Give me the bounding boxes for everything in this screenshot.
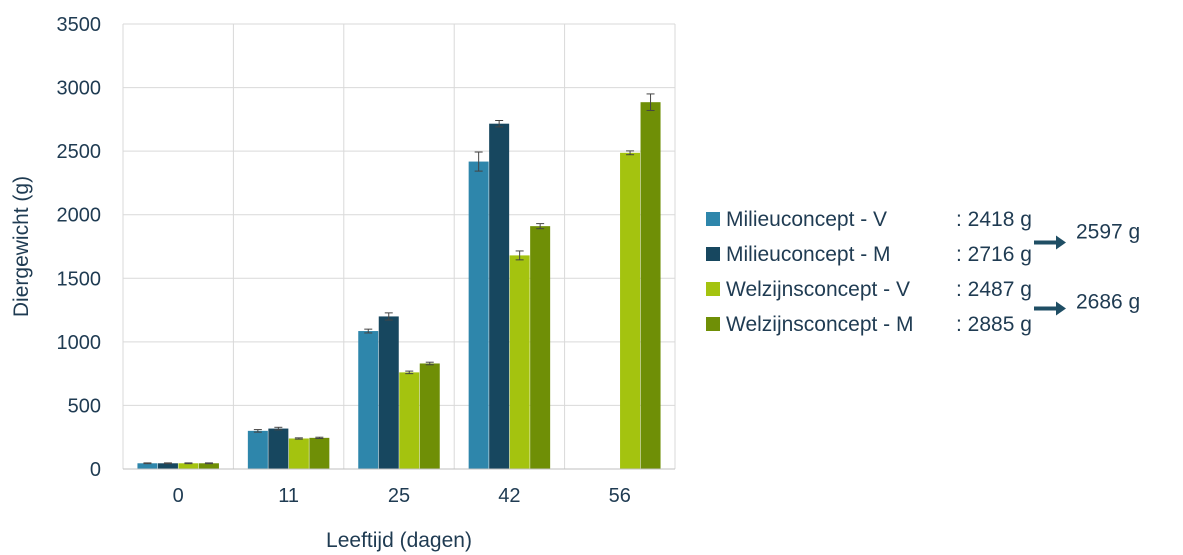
legend-swatch	[706, 282, 720, 296]
y-tick-label: 2000	[57, 205, 102, 227]
legend-swatch	[706, 317, 720, 331]
x-tick-label: 56	[609, 485, 631, 507]
bar	[489, 123, 510, 470]
bar	[640, 102, 661, 469]
y-tick-label: 0	[90, 459, 101, 481]
bar	[378, 316, 399, 469]
bar	[198, 463, 219, 469]
x-axis-title: Leeftijd (dagen)	[326, 529, 472, 552]
x-tick-label: 42	[498, 485, 520, 507]
legend-value: : 2418 g	[956, 208, 1032, 231]
x-tick-label: 0	[173, 485, 184, 507]
y-tick-label: 500	[68, 395, 101, 417]
annotation-label: 2597 g	[1076, 221, 1140, 244]
bar	[530, 226, 551, 469]
y-axis-ticks: 0 500 1000 1500 2000 2500 3000 3500	[57, 14, 102, 481]
error-bars	[143, 93, 655, 465]
bar	[358, 331, 379, 469]
bar	[288, 438, 309, 469]
x-tick-label: 25	[388, 485, 410, 507]
bar	[399, 372, 420, 469]
legend-label: Welzijnsconcept - V	[726, 278, 910, 301]
legend-value: : 2885 g	[956, 313, 1032, 336]
legend-value: : 2487 g	[956, 278, 1032, 301]
legend-value: : 2716 g	[956, 243, 1032, 266]
annotation-label: 2686 g	[1076, 291, 1140, 314]
y-tick-label: 1500	[57, 268, 102, 290]
y-axis-title: Diergewicht (g)	[10, 176, 33, 317]
x-axis-ticks: 0 11 25 42 56	[173, 485, 631, 507]
bar	[247, 430, 268, 469]
legend-swatch	[706, 212, 720, 226]
legend-label: Milieuconcept - M	[726, 243, 891, 266]
y-tick-label: 1000	[57, 332, 102, 354]
bar	[178, 463, 199, 469]
y-tick-label: 3000	[57, 78, 102, 100]
bar	[509, 255, 530, 469]
bar	[268, 428, 289, 469]
y-tick-label: 3500	[57, 14, 102, 36]
bar	[309, 437, 330, 469]
arrow-head-icon	[1056, 235, 1066, 250]
y-tick-label: 2500	[57, 141, 102, 163]
bars	[137, 102, 661, 470]
legend-swatch	[706, 247, 720, 261]
bar	[157, 463, 178, 469]
legend-label: Milieuconcept - V	[726, 208, 887, 231]
legend: Milieuconcept - V : 2418 g Milieuconcept -…	[706, 208, 1032, 336]
legend-annotations: 2597 g 2686 g	[1034, 221, 1140, 316]
bar	[468, 161, 489, 469]
legend-label: Welzijnsconcept - M	[726, 313, 914, 336]
x-tick-label: 11	[278, 485, 299, 507]
gridlines	[122, 23, 676, 470]
bar	[137, 463, 158, 469]
bar	[419, 363, 440, 469]
bar	[620, 152, 641, 469]
arrow-head-icon	[1056, 301, 1066, 316]
